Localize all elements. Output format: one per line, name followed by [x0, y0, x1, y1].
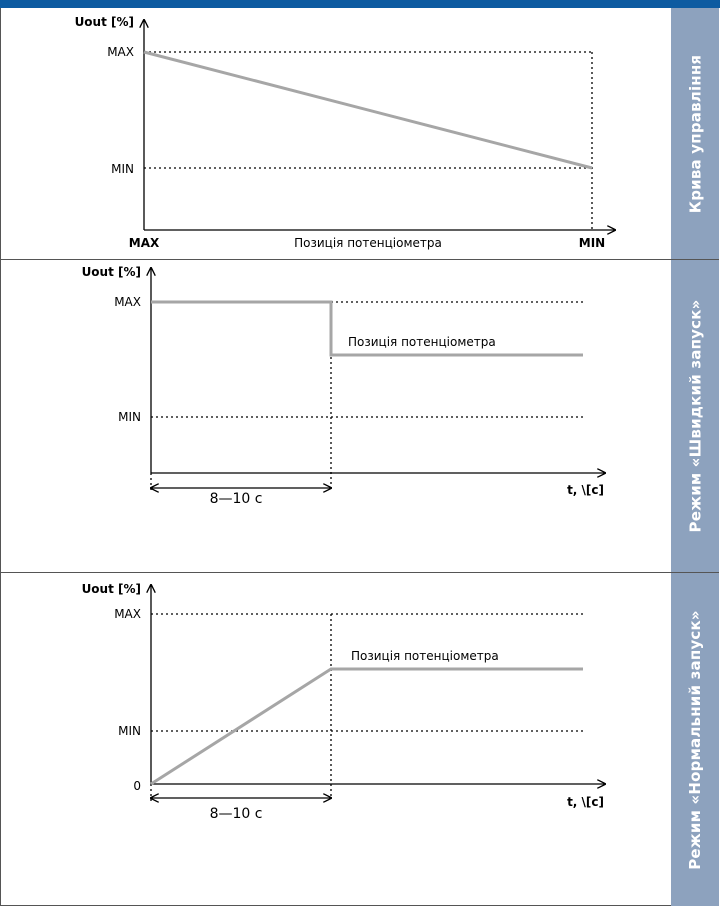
duration-label: 8—10 с: [210, 806, 263, 822]
side-label: Режим «Швидкий запуск»: [686, 299, 704, 533]
y-tick-min: MIN: [111, 162, 134, 176]
y-tick-zero: 0: [133, 779, 141, 793]
curve-label: Позиція потенціометра: [348, 335, 496, 349]
side-panel: Режим «Нормальний запуск»: [671, 573, 719, 906]
panel-content: Uout [%] MAX MIN 0 Позиція потенціометра…: [1, 573, 671, 906]
side-panel: Режим «Швидкий запуск»: [671, 260, 719, 572]
panel-divider: [1, 572, 719, 573]
x-axis-label: t, \[c]: [567, 795, 604, 809]
side-panel: Крива управління: [671, 8, 719, 259]
panel-content: Uout [%] MAX MIN Позиція потенціометра t…: [1, 260, 671, 572]
y-axis-label: Uout [%]: [82, 582, 141, 596]
panel-normal-start: Uout [%] MAX MIN 0 Позиція потенціометра…: [1, 573, 719, 906]
x-label-center: Позиція потенціометра: [294, 236, 442, 250]
y-tick-min: MIN: [118, 410, 141, 424]
control-curve-chart: Uout [%] MAX MIN MAX Позиція потенціомет…: [75, 15, 671, 250]
x-label-right: MIN: [579, 236, 605, 250]
y-tick-min: MIN: [118, 724, 141, 738]
control-curve-line: [143, 50, 593, 170]
curve-label: Позиція потенціометра: [351, 649, 499, 663]
x-label-left: MAX: [129, 236, 160, 250]
x-axis-label: t, \[c]: [567, 483, 604, 497]
y-axis-label: Uout [%]: [82, 265, 141, 279]
header-bar: [0, 0, 720, 8]
duration-label: 8—10 с: [210, 491, 263, 507]
y-tick-max: MAX: [114, 607, 141, 621]
panel-fast-start: Uout [%] MAX MIN Позиція потенціометра t…: [1, 260, 719, 572]
side-label: Режим «Нормальний запуск»: [686, 609, 705, 870]
fast-start-chart: Uout [%] MAX MIN Позиція потенціометра t…: [82, 265, 671, 507]
panel-control-curve: Uout [%] MAX MIN MAX Позиція потенціомет…: [1, 8, 719, 259]
normal-start-chart: Uout [%] MAX MIN 0 Позиція потенціометра…: [82, 582, 671, 822]
y-tick-max: MAX: [107, 45, 134, 59]
y-axis-label: Uout [%]: [75, 15, 134, 29]
normal-start-curve: [150, 667, 583, 786]
y-tick-max: MAX: [114, 295, 141, 309]
panel-content: Uout [%] MAX MIN MAX Позиція потенціомет…: [1, 8, 671, 259]
fast-start-curve: [151, 300, 583, 357]
panel-divider: [1, 259, 719, 260]
side-label: Крива управління: [686, 54, 704, 213]
